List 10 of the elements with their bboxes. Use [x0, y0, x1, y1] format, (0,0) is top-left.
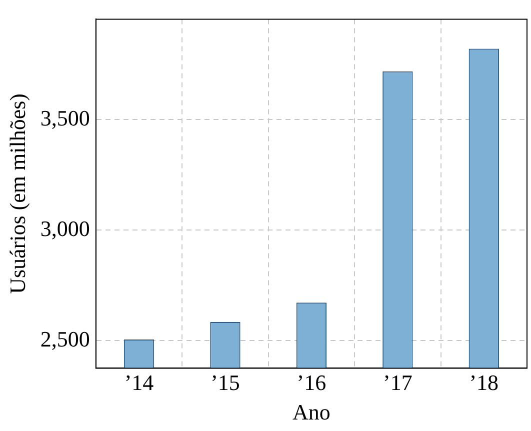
x-tick-label: ’14	[124, 370, 154, 396]
x-axis-title: Ano	[292, 400, 330, 425]
x-tick-label: ’17	[383, 370, 412, 396]
y-axis-title: Usuários (em milhões)	[4, 93, 30, 294]
y-tick-label: 3,500	[40, 105, 90, 130]
y-tick-label: 2,500	[40, 326, 90, 352]
x-tick-label: ’16	[296, 370, 326, 396]
x-tick-label: ’18	[469, 370, 499, 396]
y-tick-label: 3,000	[40, 216, 90, 241]
x-tick-label: ’15	[210, 370, 240, 396]
